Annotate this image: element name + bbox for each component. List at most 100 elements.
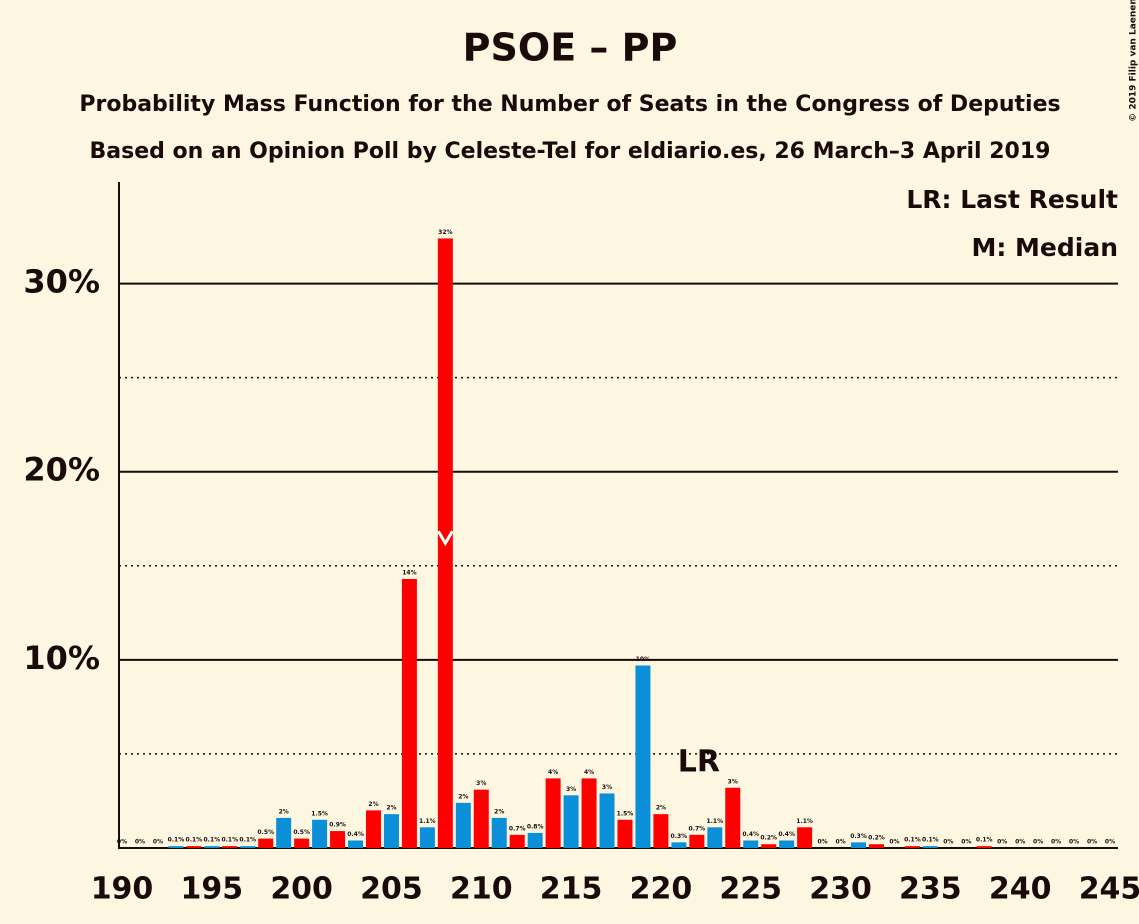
value-label: 0% [943,839,953,846]
bar [491,817,507,848]
value-label: 0% [961,839,971,846]
y-tick-label: 10% [23,639,100,677]
bar [581,778,597,848]
value-label: 2% [494,808,504,815]
x-tick-label: 190 [91,872,154,907]
bar [258,838,274,848]
bar [383,814,399,848]
x-tick-label: 205 [360,872,423,907]
x-tick-label: 230 [809,872,872,907]
x-tick-label: 200 [270,872,333,907]
bar [922,846,938,848]
value-label: 0.1% [203,837,220,844]
value-label: 0% [1015,839,1025,846]
bar [204,846,220,848]
x-tick-label: 220 [630,872,693,907]
x-tick-label: 245 [1079,872,1139,907]
value-label: 10% [636,656,650,663]
bar [868,844,884,848]
value-label: 1.1% [706,818,723,825]
x-tick-label: 235 [899,872,962,907]
legend-text: LR: Last Result [906,185,1118,214]
median-marker [437,530,454,547]
bar [276,817,292,848]
value-label: 0% [1087,839,1097,846]
x-tick-label: 225 [719,872,782,907]
value-label: 0% [1033,839,1043,846]
bar [294,838,310,848]
value-label: 3% [602,784,612,791]
value-label: 0.7% [689,825,706,832]
value-label: 0.1% [922,837,939,844]
value-label: 0% [817,839,827,846]
bar [365,810,381,848]
value-label: 0% [117,839,127,846]
value-label: 2% [656,805,666,812]
bar [168,846,184,848]
bar [545,778,561,848]
value-label: 32% [438,229,452,236]
value-label: 0% [1069,839,1079,846]
value-label: 4% [548,769,558,776]
value-label: 0% [889,839,899,846]
bar [599,793,615,848]
bar [348,840,364,848]
bar [222,846,238,848]
credit: © 2019 Filip van Laenen [1129,0,1139,122]
bar [635,665,651,848]
bar [743,840,759,848]
bar [671,842,687,848]
bar [473,789,489,848]
bar [563,795,579,848]
value-label: 0% [153,839,163,846]
bar [653,814,669,848]
value-label: 4% [584,769,594,776]
bar [330,831,346,848]
bar [419,827,435,848]
value-label: 0.1% [186,837,203,844]
legend-text: M: Median [971,233,1118,262]
bar [312,819,328,848]
bar [617,819,633,848]
y-tick-label: 20% [23,451,100,489]
value-label: 1.1% [419,818,436,825]
value-label: 0% [1051,839,1061,846]
chart-subtitle: Based on an Opinion Poll by Celeste-Tel … [90,139,1051,164]
value-label: 0% [997,839,1007,846]
value-label: 0.7% [509,825,526,832]
bar [186,846,202,848]
bar [725,787,741,848]
bar [509,834,525,848]
value-label: 3% [476,780,486,787]
value-label: 0.1% [239,837,256,844]
value-label: 0% [135,839,145,846]
chart-subtitle: Probability Mass Function for the Number… [79,92,1060,117]
value-label: 0% [1105,839,1115,846]
x-tick-label: 210 [450,872,513,907]
value-label: 14% [402,569,416,576]
value-label: 3% [728,778,738,785]
value-label: 0.8% [527,823,544,830]
bar [761,844,777,848]
value-label: 0.5% [293,829,310,836]
value-label: 1.5% [617,810,634,817]
value-label: 0.1% [976,837,993,844]
bar [401,578,417,848]
bar [455,802,471,848]
value-label: 0.4% [778,831,795,838]
bar [527,832,543,848]
value-label: 0.3% [850,833,867,840]
value-label: 0% [835,839,845,846]
chart-title: PSOE – PP [463,26,678,70]
bar [707,827,723,848]
value-label: 3% [566,786,576,793]
value-label: 0.2% [760,835,777,842]
bar [689,834,705,848]
value-label: 2% [458,793,468,800]
bar [976,846,992,848]
value-label: 1.5% [311,810,328,817]
x-tick-label: 215 [540,872,603,907]
value-label: 2% [368,801,378,808]
value-label: 0.1% [168,837,185,844]
